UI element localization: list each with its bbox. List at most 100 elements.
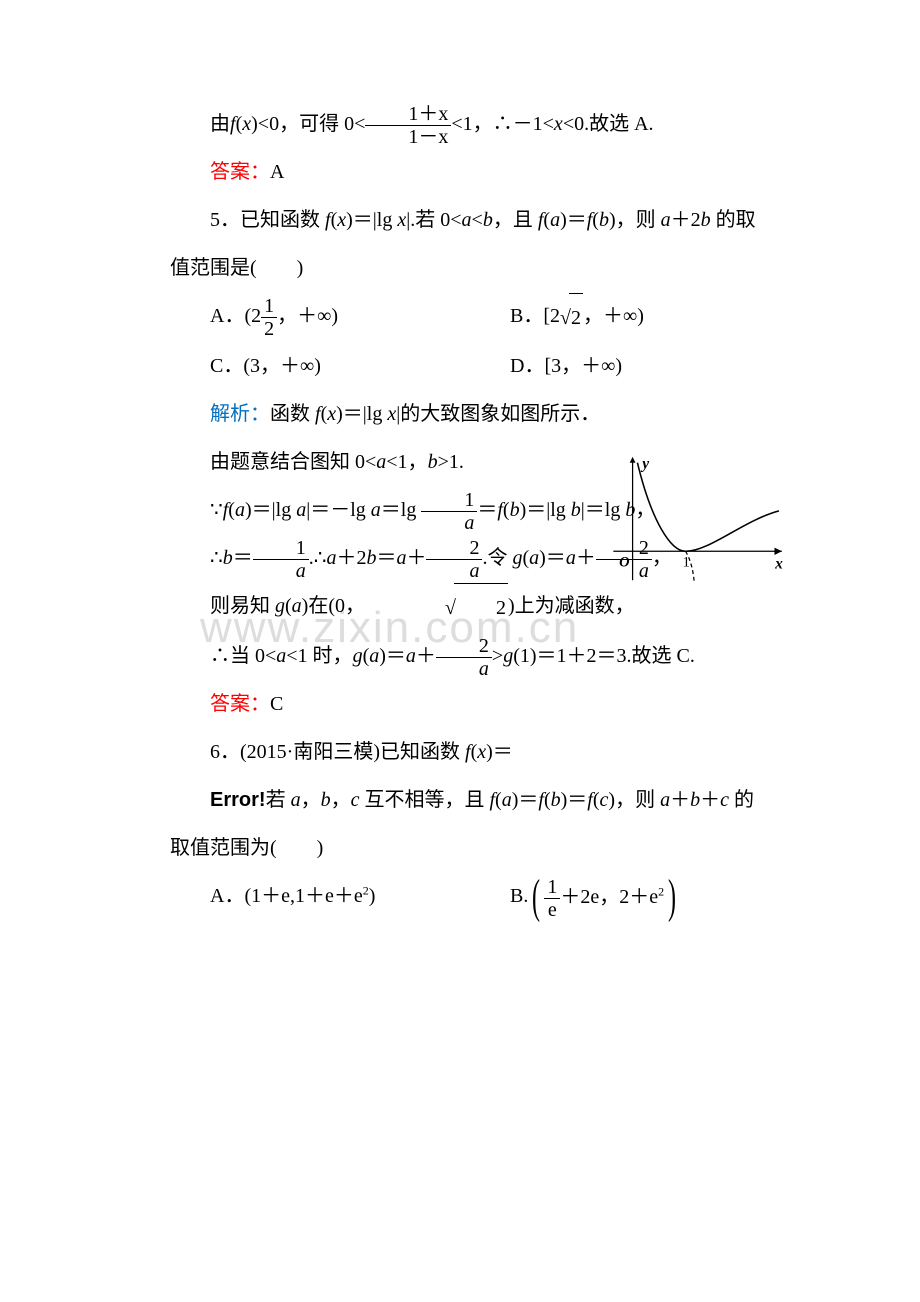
- fraction: 1e: [544, 876, 560, 921]
- text: .令: [482, 547, 512, 569]
- math: b: [551, 789, 561, 811]
- math: a: [369, 645, 379, 667]
- error-text: Error!: [210, 789, 266, 811]
- text: ∴: [210, 547, 223, 569]
- text: >1.: [438, 451, 464, 473]
- math: ): [609, 209, 616, 231]
- math: a: [276, 645, 286, 667]
- math: b: [701, 209, 711, 231]
- text: 故选 C.: [632, 645, 695, 667]
- math: (1)＝1＋2＝3.: [513, 645, 631, 667]
- answer-value: A: [270, 161, 284, 183]
- math: )＝: [560, 209, 587, 231]
- text: B．[2: [510, 305, 560, 327]
- math: a: [371, 499, 381, 521]
- math: b: [483, 209, 493, 231]
- text: ，: [652, 547, 672, 569]
- math: a: [566, 547, 576, 569]
- text: B.: [510, 885, 528, 907]
- numerator: 2: [436, 635, 492, 658]
- math: x: [242, 113, 251, 135]
- math: ＋: [406, 547, 426, 569]
- text: ，＋∞): [583, 305, 644, 327]
- text: 函数: [270, 403, 315, 425]
- paren-content: 1e＋2e，2＋e2: [544, 873, 664, 921]
- math: a: [292, 595, 302, 617]
- math: g: [275, 595, 285, 617]
- math: )<0: [251, 113, 279, 135]
- math: a: [502, 789, 512, 811]
- fraction: 1a: [421, 489, 477, 534]
- math: )＝|lg: [336, 403, 387, 425]
- math: )＝: [379, 645, 406, 667]
- text: )上为减函数，: [508, 595, 635, 617]
- math: )＝|lg: [520, 499, 571, 521]
- option-b: B.(1e＋2e，2＋e2): [510, 872, 770, 921]
- math: c: [720, 789, 729, 811]
- option-a: A．(1＋e,1＋e＋e2): [170, 872, 510, 921]
- numerator: 2: [426, 537, 482, 560]
- fraction: 2a: [436, 635, 492, 680]
- math: b: [510, 499, 520, 521]
- math: x: [387, 403, 396, 425]
- paren-right: ): [668, 873, 676, 921]
- answer-value: C: [270, 693, 283, 715]
- question-text: 取值范围为( ): [170, 824, 790, 872]
- math: )＝: [512, 789, 539, 811]
- text: ): [373, 741, 380, 763]
- text: <1 时，: [286, 645, 352, 667]
- denominator: 2: [261, 318, 277, 340]
- solution-line: ∴当 0<a<1 时，g(a)＝a＋2a>g(1)＝1＋2＝3.故选 C.: [170, 632, 790, 680]
- math: ＋: [576, 547, 596, 569]
- solution-line: 由题意结合图知 0<a<1，b>1.: [170, 438, 790, 486]
- text: 南阳三模: [293, 741, 373, 763]
- math: x: [477, 741, 486, 763]
- text: ，＋∞): [277, 305, 338, 327]
- math: a: [396, 547, 406, 569]
- math: b: [625, 499, 635, 521]
- solution-line: 则易知 g(a)在(0，√2)上为减函数，: [170, 582, 790, 632]
- text: 若 0<: [415, 209, 461, 231]
- radicand: 2: [454, 583, 508, 632]
- math: a: [462, 209, 472, 231]
- text: ，: [301, 789, 321, 811]
- math: b: [690, 789, 700, 811]
- math: b: [366, 547, 376, 569]
- text: ＋2: [671, 209, 701, 231]
- text: <1，: [386, 451, 427, 473]
- math: (: [285, 595, 292, 617]
- math: (: [593, 789, 600, 811]
- text: ＋: [700, 789, 720, 811]
- math: b: [428, 451, 438, 473]
- math: a: [529, 547, 539, 569]
- math: (: [495, 789, 502, 811]
- numerator: 1: [421, 489, 477, 512]
- solution-line: 解析：函数 f(x)＝|lg x|的大致图象如图所示．: [170, 390, 790, 438]
- math: )＝|lg: [346, 209, 397, 231]
- text: ＋2: [336, 547, 366, 569]
- math: ＝lg: [381, 499, 422, 521]
- text: ，则: [616, 209, 661, 231]
- numerator: 1: [544, 876, 560, 899]
- sqrt: √2: [560, 293, 583, 342]
- fraction: 1＋x1－x: [365, 103, 451, 148]
- text: <: [472, 209, 483, 231]
- math: )＝: [561, 789, 588, 811]
- solution-line: 由f(x)<0，可得 0<1＋x1－x<1，∴－1<x<0.故选 A.: [170, 100, 790, 148]
- math: b: [223, 547, 233, 569]
- text: 取值范围为( ): [170, 837, 323, 859]
- math: a: [296, 499, 306, 521]
- math: x: [337, 209, 346, 231]
- fraction: 12: [261, 295, 277, 340]
- text: 由题意结合图知 0<: [210, 451, 376, 473]
- text: ，且: [493, 209, 538, 231]
- math: g: [512, 547, 522, 569]
- math: a: [660, 789, 670, 811]
- numerator: 1＋x: [408, 103, 448, 125]
- question-text: 6．(2015·南阳三模)已知函数 f(x)＝: [170, 728, 790, 776]
- option-d: D．[3，＋∞): [510, 342, 770, 390]
- math: b: [321, 789, 331, 811]
- math: )＝: [539, 547, 566, 569]
- math: g: [353, 645, 363, 667]
- math: a: [326, 547, 336, 569]
